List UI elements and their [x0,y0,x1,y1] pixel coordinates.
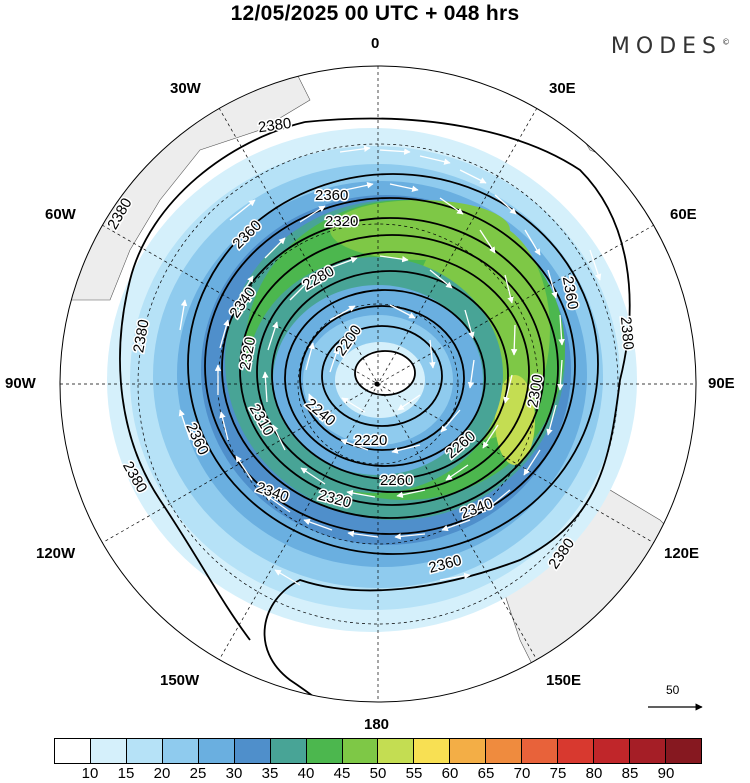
colorbar-tick-label: 85 [621,765,639,782]
colorbar-tick-label: 70 [513,765,531,782]
colorbar-bin [342,739,379,763]
colorbar-tick-label: 10 [81,765,99,782]
wind-shade-10-inner [355,350,415,394]
contour-2220 [299,305,465,451]
colorbar-bin [270,739,307,763]
contour-2280 [256,251,530,493]
brand-mark: © [722,37,730,47]
colorbar-tick-label: 45 [333,765,351,782]
colorbar-bin [306,739,343,763]
height-contours [119,117,631,702]
colorbar-bin [486,739,523,763]
colorbar-tick-label: 30 [225,765,243,782]
colorbar-bin [450,739,487,763]
lon-label-120e: 120E [664,545,700,562]
lon-label-90w: 90W [5,375,36,392]
lon-label-150e: 150E [546,672,582,689]
contour-2300 [239,234,545,506]
lon-label-150w: 150W [160,672,200,689]
pole-marker [374,381,380,387]
contour-label: 2220 [354,432,387,449]
colorbar-tick-label: 65 [477,765,495,782]
lon-label-120w: 120W [36,545,76,562]
lon-label-60e: 60E [670,206,697,223]
colorbar-bin [630,739,666,763]
colorbar-tick-label: 20 [153,765,171,782]
colorbar-tick-label: 55 [405,765,423,782]
colorbar-bin [522,739,559,763]
contour-2240 [284,289,486,467]
contour-label: 2360 [559,275,582,311]
contour-2380 [119,117,631,702]
colorbar-bin [55,739,91,763]
colorbar [54,738,702,764]
colorbar-tick-label: 35 [261,765,279,782]
colorbar-bin [198,739,235,763]
map-boundary [59,65,697,703]
colorbar-bin [234,739,271,763]
colorbar-bin [378,739,415,763]
colorbar-tick-label: 15 [117,765,135,782]
colorbar-tick-label: 25 [189,765,207,782]
map-disc: 2200 2220 2240 2260 2260 2280 2300 2310 … [60,66,696,702]
reference-vector-label: 50 [666,683,680,697]
colorbar-bin [162,739,199,763]
colorbar-ticks: 10 15 20 25 30 35 40 45 50 55 60 65 70 75 80 85 90 [54,765,702,783]
contour-2360 [187,173,599,555]
colorbar-bin [414,739,451,763]
colorbar-tick-label: 75 [549,765,567,782]
colorbar-bin [558,739,595,763]
contour-label: 2380 [617,316,637,351]
wind-shade-50-north [330,200,510,260]
colorbar-bin [126,739,163,763]
lon-label-30w: 30W [170,80,201,97]
contour-2260 [271,270,509,480]
contour-2180 [354,350,416,396]
colorbar-tick-label: 80 [585,765,603,782]
lon-label-180: 180 [364,716,390,733]
colorbar-tick-label: 40 [297,765,315,782]
lon-label-60w: 60W [45,206,76,223]
colorbar-bin [90,739,127,763]
lon-label-30e: 30E [549,80,576,97]
colorbar-tick-label: 60 [441,765,459,782]
lon-label-90e: 90E [708,375,735,392]
contour-2320 [221,217,559,519]
brand-name: MODES [610,34,722,59]
contour-2200 [321,325,443,427]
contour-label: 2360 [315,187,348,204]
contour-label: 2260 [380,472,413,489]
colorbar-tick-label: 50 [369,765,387,782]
map-title: 12/05/2025 00 UTC + 048 hrs [230,2,520,25]
wind-vectors [178,145,602,586]
colorbar-bin [665,739,701,763]
brand-logo: MODES© [611,34,730,59]
contour-2340 [204,197,576,535]
lon-label-0: 0 [371,35,380,52]
colorbar-bin [594,739,630,763]
colorbar-tick-label: 90 [657,765,675,782]
contour-label: 2320 [325,213,358,230]
